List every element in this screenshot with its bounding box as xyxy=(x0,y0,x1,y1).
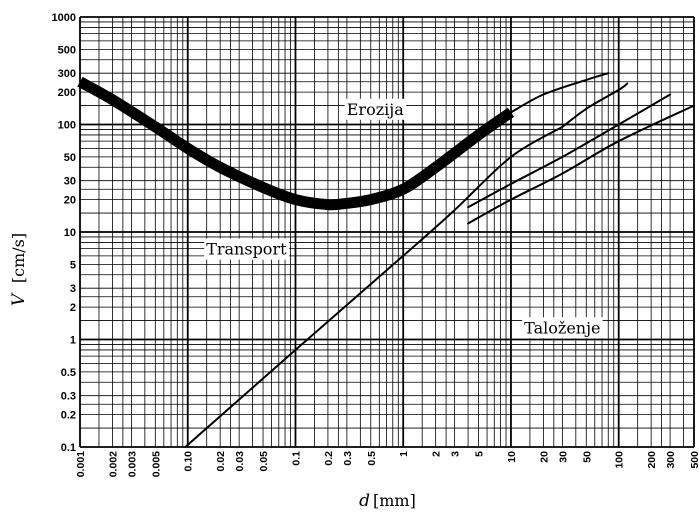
x-tick-label: 300 xyxy=(665,451,677,469)
x-tick-label: 0.003 xyxy=(126,451,138,477)
curve-deposition-upper xyxy=(561,82,629,128)
region-label: Transport xyxy=(204,238,290,260)
y-tick-label: 50 xyxy=(64,152,76,164)
y-tick-label: 10 xyxy=(64,227,76,239)
x-tick-label: 20 xyxy=(538,451,550,463)
region-label-background xyxy=(344,98,407,120)
x-tick-label: 50 xyxy=(581,451,593,463)
curves xyxy=(77,72,695,448)
region-labels: Erozija Transport Taloženje xyxy=(204,98,603,339)
grid xyxy=(79,16,695,448)
y-tick-label: 0.1 xyxy=(61,442,76,454)
curve-transport-lower xyxy=(467,104,695,225)
x-tick-label: 0.02 xyxy=(215,451,227,472)
y-tick-label: 0.3 xyxy=(61,391,76,403)
y-axis-unit: [cm/s] xyxy=(9,233,28,283)
y-tick-label: 0.5 xyxy=(61,367,76,379)
x-tick-label: 1 xyxy=(398,451,410,457)
x-tick-label: 0.03 xyxy=(234,451,246,472)
curve-erosion-upper xyxy=(510,72,610,114)
y-tick-label: 1 xyxy=(70,335,76,347)
y-tick-label: 30 xyxy=(64,176,76,188)
y-tick-label: 2 xyxy=(70,302,76,314)
x-tick-label: 200 xyxy=(646,451,658,469)
y-tick-label: 300 xyxy=(58,68,76,80)
x-tick-label: 0.10 xyxy=(183,451,195,472)
curve-deposition-line xyxy=(184,125,564,448)
x-tick-label: 2 xyxy=(431,451,443,457)
x-tick-label: 30 xyxy=(557,451,569,463)
region-label-text: Erozija xyxy=(347,100,404,119)
x-tick-label: 5 xyxy=(474,451,486,457)
x-axis-label: d xyxy=(359,491,370,511)
y-tick-label: 1000 xyxy=(52,12,76,24)
region-label-text: Taloženje xyxy=(524,318,600,337)
curve-transport-upper xyxy=(467,93,672,209)
y-tick-label: 3 xyxy=(70,283,76,295)
y-tick-label: 100 xyxy=(58,120,76,132)
x-tick-label: 0.5 xyxy=(366,451,378,466)
x-tick-label: 0.1 xyxy=(290,451,302,466)
curve-erosion-band xyxy=(77,76,515,211)
y-tick-label: 20 xyxy=(64,195,76,207)
x-tick-label: 0.002 xyxy=(107,451,119,477)
region-label-text: Transport xyxy=(206,240,287,259)
region-label-background xyxy=(522,317,603,339)
x-tick-label: 0.05 xyxy=(258,451,270,472)
region-label-background xyxy=(204,238,290,260)
x-tick-label: 100 xyxy=(614,451,626,469)
region-label: Taloženje xyxy=(522,317,603,339)
y-axis-label: V xyxy=(9,292,29,306)
region-label: Erozija xyxy=(344,98,407,120)
y-tick-label: 500 xyxy=(58,44,76,56)
y-tick-label: 0.2 xyxy=(61,410,76,422)
y-tick-label: 5 xyxy=(70,259,76,271)
x-tick-label: 0.001 xyxy=(75,451,87,477)
x-tick-label: 0.2 xyxy=(323,451,335,466)
tick-labels: 0.001 0.002 0.003 0.005 0.10 0.02 0.03 0.05 0.1 0… xyxy=(52,12,699,477)
x-tick-label: 0.3 xyxy=(342,451,354,466)
y-tick-label: 200 xyxy=(58,87,76,99)
x-tick-label: 3 xyxy=(450,451,462,457)
x-tick-label: 10 xyxy=(506,451,518,463)
x-tick-label: 0.005 xyxy=(150,451,162,477)
x-tick-label: 500 xyxy=(689,451,699,469)
x-axis-unit: [mm] xyxy=(373,491,416,510)
